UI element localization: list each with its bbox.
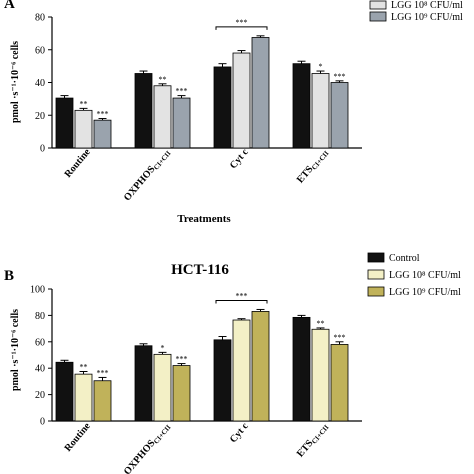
panel-a-legend-swatch-2 [369, 0, 387, 10]
bar [251, 37, 270, 149]
y-tick-label: 0 [40, 417, 45, 428]
significance-mark: * [319, 62, 323, 71]
panel-b-legend-swatch-1 [367, 252, 385, 263]
y-tick-label: 60 [35, 45, 45, 56]
significance-mark: *** [176, 355, 188, 364]
significance-bracket [215, 26, 268, 30]
panel-b-legend-swatch-3 [367, 286, 385, 297]
bar [232, 52, 251, 149]
bar [311, 73, 330, 149]
bar [153, 85, 172, 149]
panel-b-legend: Control LGG 10⁸ CFU/ml LGG 10⁹ CFU/ml [367, 252, 461, 298]
significance-bracket [215, 299, 268, 304]
bar [311, 328, 330, 422]
bar [134, 73, 153, 149]
y-tick-label: 0 [40, 144, 45, 155]
bar [330, 82, 349, 149]
bar [330, 344, 349, 422]
panel-a-label: A [4, 0, 15, 12]
bar [292, 316, 311, 422]
x-tick-label: Routine [63, 146, 94, 179]
panel-a-x-axis-label: Treatments [177, 213, 231, 225]
y-tick-label: 100 [30, 285, 45, 296]
x-tick-label: Routine [63, 420, 94, 453]
bar [55, 361, 74, 422]
panel-a-legend: LGG 10⁸ CFU/ml LGG 10⁹ CFU/ml [369, 0, 463, 23]
bar [213, 66, 232, 149]
panel-a-y-axis-label: pmol ·s⁻¹·10⁻⁶ cells [10, 41, 21, 123]
significance-mark: * [161, 343, 165, 352]
bar [93, 119, 112, 149]
bar [213, 339, 232, 422]
panel-b-legend-label-2: LGG 10⁸ CFU/ml [389, 270, 461, 281]
panel-b: B HCT-116 pmol ·s⁻¹·10⁻⁶ cells Control L… [4, 252, 461, 474]
bar [292, 63, 311, 149]
panel-b-title: HCT-116 [171, 262, 229, 278]
x-tick-label: OXPHOSCI+CII [122, 421, 173, 474]
bar [232, 319, 251, 422]
bar [74, 109, 93, 149]
bar [74, 373, 93, 422]
panel-a-legend-swatch-3 [369, 11, 387, 22]
bar [172, 365, 191, 422]
significance-mark: ** [159, 75, 167, 84]
significance-mark: *** [176, 87, 188, 96]
y-tick-label: 40 [35, 78, 45, 89]
y-tick-label: 80 [35, 13, 45, 24]
panel-b-plot-area: 020406080100*****Routine****OXPHOSCI+CII… [30, 285, 362, 474]
significance-mark: ** [80, 99, 88, 108]
panel-a: A pmol ·s⁻¹·10⁻⁶ cells Treatments LGG 10… [4, 0, 463, 225]
bar [251, 311, 270, 422]
x-tick-label: ETSCI+CII [295, 147, 331, 186]
significance-mark: *** [334, 333, 346, 342]
significance-mark: ** [80, 363, 88, 372]
y-tick-label: 20 [35, 111, 45, 122]
bar [153, 353, 172, 422]
bar [93, 380, 112, 422]
bar [172, 97, 191, 149]
significance-mark: *** [97, 368, 109, 377]
y-tick-label: 20 [35, 390, 45, 401]
y-tick-label: 60 [35, 337, 45, 348]
bar [134, 345, 153, 422]
y-tick-label: 40 [35, 364, 45, 375]
y-tick-label: 80 [35, 311, 45, 322]
x-tick-label: ETSCI+CII [295, 421, 331, 460]
panel-a-legend-label-3: LGG 10⁹ CFU/ml [391, 12, 463, 23]
panel-b-label: B [4, 268, 14, 284]
panel-b-legend-label-1: Control [389, 253, 420, 264]
panel-b-y-axis-label: pmol ·s⁻¹·10⁻⁶ cells [10, 309, 21, 391]
x-tick-label: OXPHOSCI+CII [122, 147, 173, 204]
panel-b-legend-label-3: LGG 10⁹ CFU/ml [389, 287, 461, 298]
significance-mark: *** [334, 72, 346, 81]
panel-a-legend-label-2: LGG 10⁸ CFU/ml [391, 0, 463, 11]
bracket-mark: *** [236, 291, 248, 300]
panel-b-legend-swatch-2 [367, 269, 385, 280]
significance-mark: *** [97, 110, 109, 119]
x-tick-label: Cyt c [228, 420, 251, 445]
x-tick-label: Cyt c [228, 146, 251, 171]
bracket-mark: *** [236, 18, 248, 27]
significance-mark: ** [317, 319, 325, 328]
bar [55, 97, 74, 149]
